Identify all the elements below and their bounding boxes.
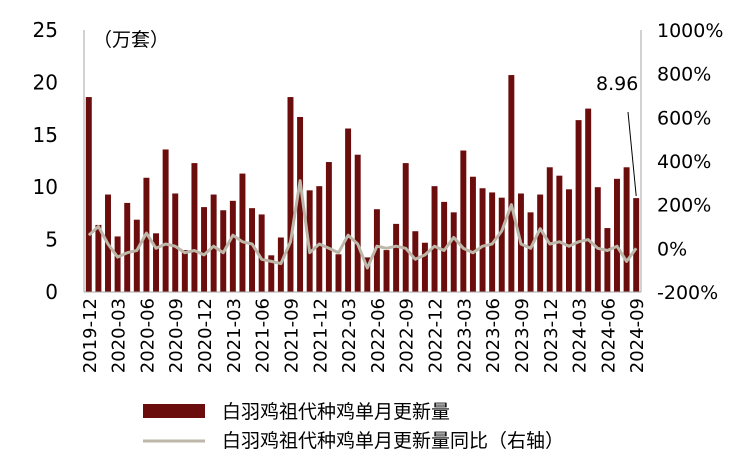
x-tick-label: 2021-12: [310, 298, 331, 373]
bar: [623, 167, 630, 292]
bar: [604, 228, 611, 292]
x-tick-label: 2023-09: [512, 298, 533, 373]
callout-value-label: 8.96: [596, 73, 638, 95]
bar: [335, 254, 342, 292]
bar: [191, 163, 198, 292]
bar: [421, 242, 428, 292]
x-tick-label: 2022-03: [339, 298, 360, 373]
bar: [566, 189, 572, 292]
legend-swatch-bar: [143, 404, 205, 418]
bar: [431, 186, 438, 292]
bar: [575, 120, 582, 292]
bar: [133, 219, 140, 292]
x-tick-label: 2021-06: [253, 298, 274, 373]
bar: [316, 186, 323, 292]
bar: [258, 214, 265, 292]
right-tick-label: -200%: [657, 282, 718, 304]
left-tick-label: 10: [33, 175, 58, 199]
bar: [153, 233, 159, 292]
bar: [527, 212, 534, 292]
x-tick-label: 2020-09: [166, 298, 187, 373]
left-tick-label: 25: [33, 18, 58, 42]
right-tick-label: 0%: [657, 238, 687, 260]
x-tick-label: 2021-09: [282, 298, 303, 373]
x-tick-label: 2022-09: [397, 298, 418, 373]
bar: [508, 75, 515, 292]
bar: [124, 202, 131, 292]
axes: [83, 30, 642, 293]
bar: [393, 223, 400, 292]
bar: [498, 197, 505, 292]
left-tick-label: 5: [45, 228, 58, 252]
bar-series: [85, 75, 640, 292]
x-tick-label: 2019-12: [80, 298, 101, 373]
right-tick-label: 800%: [657, 64, 711, 86]
legend-label-line: 白羽鸡祖代种鸡单月更新量同比（右轴）: [222, 430, 564, 452]
x-tick-label: 2024-06: [598, 298, 619, 373]
right-tick-label: 400%: [657, 151, 711, 173]
bar: [412, 231, 419, 292]
bar: [585, 108, 592, 292]
x-tick-label: 2022-06: [368, 298, 389, 373]
right-axis-ticks: -200% 0% 200% 400% 600% 800% 1000%: [657, 20, 723, 304]
bar: [345, 128, 352, 292]
legend-label-bar: 白羽鸡祖代种鸡单月更新量: [222, 401, 450, 423]
bar: [201, 207, 208, 292]
x-tick-label: 2024-09: [627, 298, 648, 373]
bar: [297, 116, 304, 292]
bar: [239, 173, 246, 292]
bar: [268, 255, 275, 292]
bar: [229, 200, 236, 292]
x-tick-label: 2020-12: [195, 298, 216, 373]
bar: [469, 176, 476, 292]
left-tick-label: 20: [33, 70, 58, 94]
bar: [460, 150, 467, 292]
x-tick-label: 2023-03: [454, 298, 475, 373]
bar: [249, 208, 256, 292]
yoy-line: [87, 179, 638, 270]
right-tick-label: 1000%: [657, 20, 723, 42]
bar: [633, 198, 640, 292]
bar: [85, 97, 92, 292]
bar: [450, 212, 457, 292]
right-tick-label: 200%: [657, 195, 711, 217]
bar: [546, 167, 553, 292]
x-tick-label: 2023-12: [541, 298, 562, 373]
x-tick-label: 2020-03: [109, 298, 130, 373]
bar: [402, 163, 409, 292]
callout-leader-line: [627, 111, 637, 197]
bar: [95, 224, 102, 292]
bar: [373, 209, 380, 292]
left-axis-ticks: 0 5 10 15 20 25: [33, 18, 58, 304]
x-tick-label: 2022-12: [426, 298, 447, 373]
x-tick-label: 2023-06: [483, 298, 504, 373]
bar: [287, 97, 294, 292]
legend: 白羽鸡祖代种鸡单月更新量 白羽鸡祖代种鸡单月更新量同比（右轴）: [143, 401, 564, 452]
bar: [181, 250, 188, 292]
x-axis-ticks: 2019-12 2020-03 2020-06 2020-09 2020-12 2021-…: [80, 298, 648, 373]
x-tick-label: 2021-03: [224, 298, 245, 373]
bar: [325, 162, 332, 292]
bar: [594, 187, 601, 292]
bar: [383, 250, 390, 292]
right-tick-label: 600%: [657, 107, 711, 129]
bar: [479, 188, 486, 292]
bar: [614, 178, 620, 292]
bar: [364, 257, 371, 292]
bar: [556, 175, 563, 292]
bar: [114, 236, 121, 292]
x-tick-label: 2024-03: [570, 298, 591, 373]
left-tick-label: 0: [45, 280, 58, 304]
x-tick-label: 2020-06: [137, 298, 158, 373]
left-tick-label: 15: [33, 123, 58, 147]
bar: [537, 194, 544, 292]
bar: [172, 193, 179, 292]
bar: [162, 149, 169, 292]
bar: [210, 194, 217, 292]
unit-label: （万套）: [93, 29, 169, 51]
bar: [354, 154, 361, 292]
bar: [441, 201, 448, 292]
